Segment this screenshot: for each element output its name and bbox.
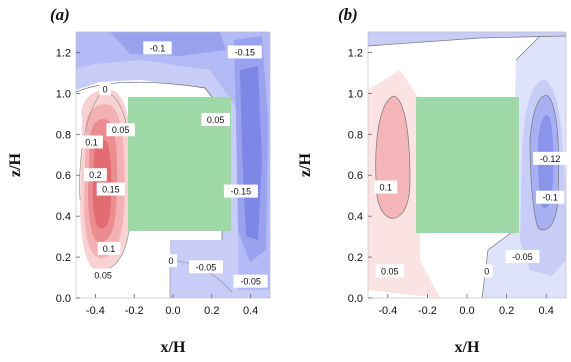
panel-a-contour-labels: 0.2 0.05 -0.15 -0.05 -0.1 0 0.05 0.1 0.15 0.1 0 0.0…	[80, 41, 268, 288]
contour-label: -0.05	[196, 262, 217, 272]
contour-label-box	[165, 254, 177, 268]
contour-label-box	[481, 264, 493, 278]
contour-label-box	[80, 135, 103, 149]
ytick-label: 0.0	[56, 293, 71, 305]
ytick-label: 0.8	[348, 129, 363, 141]
contour-label-box	[223, 184, 258, 198]
panel-b-xticks: -0.4 -0.2 0.0 0.2 0.4	[378, 294, 554, 317]
contour-label-box	[201, 112, 230, 126]
contour-label: 0	[103, 84, 108, 94]
contour-label: 0.05	[381, 266, 399, 276]
contour-label: -0.12	[540, 154, 561, 164]
contour-label: 0.15	[102, 185, 120, 195]
panel-a-xticks: -0.4 -0.2 0.0 0.2 0.4	[86, 294, 258, 317]
panel-b-negative-band-top	[368, 32, 566, 46]
contour-label-box	[505, 250, 540, 264]
panel-a-yticks: 0.0 0.2 0.4 0.6 0.8 1.0 1.2	[56, 47, 80, 305]
ytick-label: 0.2	[56, 252, 71, 264]
contour-label-box	[188, 260, 223, 274]
contour-label-box	[84, 168, 107, 182]
contour-label: -0.15	[235, 47, 256, 57]
ytick-label: 0.6	[56, 170, 71, 182]
contour-label: 0	[484, 266, 489, 276]
contour-label-box	[533, 151, 568, 165]
ytick-label: 0.8	[56, 129, 71, 141]
panel-b-yticks: 0.0 0.2 0.4 0.6 0.8 1.0 1.2	[348, 47, 372, 305]
xtick-label: 0.2	[204, 305, 219, 317]
xtick-label: 0.0	[459, 305, 474, 317]
contour-label: 0.1	[85, 137, 98, 147]
contour-label: 0.2	[89, 170, 102, 180]
panel-b-label: (b)	[338, 5, 358, 24]
ytick-label: 1.0	[56, 88, 71, 100]
ytick-label: 0.4	[348, 211, 363, 223]
ytick-label: 1.2	[56, 47, 71, 59]
panel-b: -0.4 -0.2 0.0 0.2 0.4 0.00.20.40.60.81.01.2 …	[297, 5, 568, 356]
ytick-label: 0.2	[348, 252, 363, 264]
contour-label-box	[99, 82, 111, 96]
contour-label-box	[227, 45, 262, 59]
contour-label: 0.1	[380, 183, 393, 193]
contour-label-box	[375, 264, 404, 278]
contour-label-box	[88, 268, 118, 282]
panel-b-obstacle	[416, 97, 519, 233]
contour-label: 0.05	[94, 270, 112, 280]
xtick-label: 0.4	[243, 305, 258, 317]
contour-label-box	[535, 190, 565, 204]
panel-a-contour-line-0	[76, 81, 223, 240]
contour-label: -0.05	[512, 252, 533, 262]
panel-a: -0.4 -0.2 0.0 0.2 0.4 0.00.20.40.60.81.01.2 …	[7, 5, 271, 356]
contour-label-box	[106, 123, 135, 137]
xtick-label: -0.2	[418, 305, 437, 317]
panel-a-xlabel: x/H	[161, 339, 186, 356]
contour-label: 0.05	[112, 125, 130, 135]
contour-label-box	[96, 182, 126, 196]
contour-label: -0.15	[231, 187, 252, 197]
contour-label-box	[374, 180, 398, 194]
panel-a-label: (a)	[50, 5, 70, 24]
panel-b-xlabel: x/H	[455, 339, 480, 356]
xtick-label: 0.2	[499, 305, 514, 317]
ytick-label: 1.0	[348, 88, 363, 100]
ytick-label: 0.4	[56, 211, 71, 223]
xtick-label: -0.4	[86, 305, 105, 317]
contour-label-box	[97, 241, 121, 255]
ytick-label: 0.6	[348, 170, 363, 182]
contour-label: -0.1	[150, 43, 166, 53]
contour-label-box	[233, 274, 268, 288]
panel-b-ylabel: z/H	[297, 152, 314, 177]
xtick-label: -0.4	[378, 305, 397, 317]
contour-label: 0.05	[207, 115, 225, 125]
xtick-label: 0.0	[165, 305, 180, 317]
contour-label-box	[143, 41, 172, 55]
contour-label: -0.05	[240, 277, 261, 287]
contour-label: -0.1	[542, 193, 558, 203]
panel-a-ylabel: z/H	[7, 152, 24, 177]
contour-label: 0	[169, 256, 174, 266]
xtick-label: 0.4	[539, 305, 554, 317]
ytick-label: 1.2	[348, 47, 363, 59]
contour-label: 0.1	[103, 244, 116, 254]
ytick-label: 0.0	[348, 293, 363, 305]
panel-b-contour-labels: 0.1 0.05 0 -0.05 -0.12 -0.1	[374, 151, 568, 278]
xtick-label: -0.2	[125, 305, 144, 317]
